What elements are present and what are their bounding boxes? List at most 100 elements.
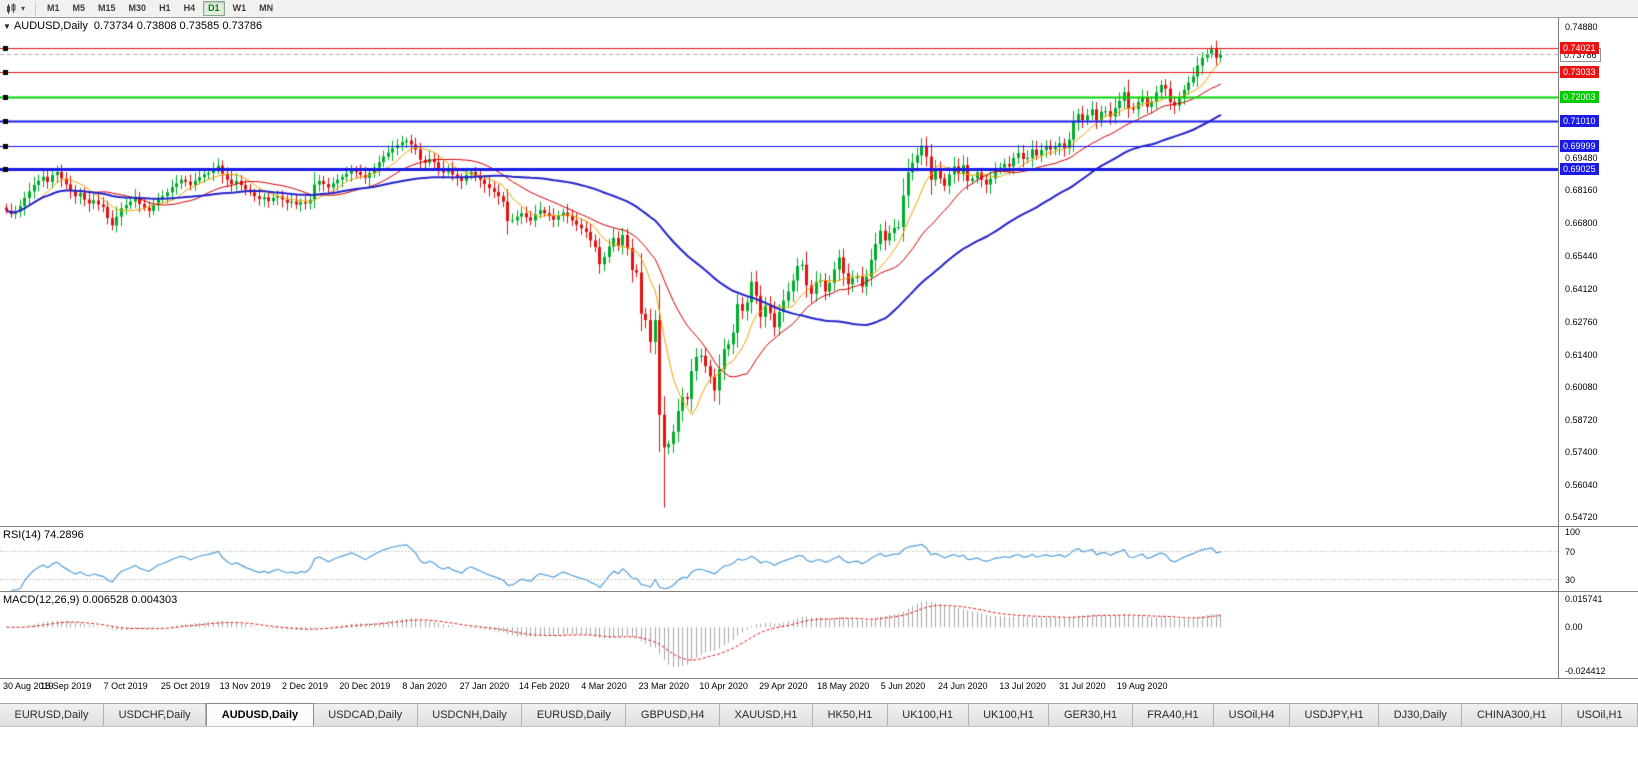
macd-pane: MACD(12,26,9) 0.006528 0.004303 0.015741… — [0, 592, 1638, 678]
window-gap — [0, 695, 1638, 703]
rsi-axis[interactable]: 100 70 30 — [1558, 527, 1638, 591]
chart-tab-hk50-h1[interactable]: HK50,H1 — [813, 704, 888, 726]
price-line-tag: 0.69025 — [1560, 163, 1599, 176]
price-tick: 0.54720 — [1565, 511, 1598, 522]
rsi-axis-tick: 70 — [1565, 547, 1576, 558]
price-tick: 0.61400 — [1565, 349, 1598, 360]
date-axis-label: 10 Apr 2020 — [699, 681, 748, 691]
chart-tab-usdchf-daily[interactable]: USDCHF,Daily — [104, 704, 207, 726]
date-axis-label: 29 Apr 2020 — [759, 681, 808, 691]
chart-tab-dj30-daily[interactable]: DJ30,Daily — [1379, 704, 1463, 726]
price-tick: 0.56040 — [1565, 479, 1598, 490]
chart-tab-eurusd-daily[interactable]: EURUSD,Daily — [0, 704, 105, 726]
date-axis-label: 7 Oct 2019 — [103, 681, 148, 691]
pane-separator — [0, 678, 1638, 679]
rsi-axis-tick: 100 — [1565, 527, 1581, 537]
price-line-tag: 0.72003 — [1560, 91, 1599, 104]
pane-separator[interactable] — [0, 591, 1638, 592]
date-axis-label: 13 Nov 2019 — [219, 681, 271, 691]
rsi-pane: RSI(14) 74.2896 100 70 30 — [0, 527, 1638, 591]
date-axis-label: 25 Oct 2019 — [160, 681, 210, 691]
timeframe-button-w1[interactable]: W1 — [232, 3, 247, 13]
macd-axis-tick: 0.015741 — [1565, 594, 1603, 605]
date-axis-label: 23 Mar 2020 — [638, 681, 690, 691]
price-tick: 0.74880 — [1565, 22, 1598, 33]
chart-tab-fra40-h1[interactable]: FRA40,H1 — [1132, 704, 1215, 726]
date-axis-label: 13 Jul 2020 — [999, 681, 1046, 691]
price-line-tag: 0.71010 — [1560, 115, 1599, 128]
chart-tab-uk100-h1[interactable]: UK100,H1 — [968, 704, 1050, 726]
price-tick: 0.64120 — [1565, 283, 1598, 294]
price-tick: 0.58720 — [1565, 414, 1598, 425]
date-axis-label: 2 Dec 2019 — [281, 681, 329, 691]
date-axis-label: 30 Aug 2019 — [3, 681, 54, 691]
chart-tab-china300-h1[interactable]: CHINA300,H1 — [1462, 704, 1563, 726]
timeframe-button-d1[interactable]: D1 — [203, 1, 225, 16]
chart-tab-gbpusd-h4[interactable]: GBPUSD,H4 — [626, 704, 721, 726]
price-line-tag: 0.74021 — [1560, 42, 1599, 55]
main-price-pane: ▼ AUDUSD,Daily 0.73734 0.73808 0.73585 0.7… — [0, 18, 1638, 526]
mt4-window: ▾ M1 M5 M15 M30 H1 H4 D1 W1 MN ▼ AUDUSD,Daily 0.73… — [0, 0, 1638, 727]
date-axis-label: 31 Jul 2020 — [1059, 681, 1106, 691]
pane-separator[interactable] — [0, 526, 1638, 527]
chart-tab-ger30-h1[interactable]: GER30,H1 — [1049, 704, 1133, 726]
date-axis-label: 27 Jan 2020 — [459, 681, 510, 691]
chart-tab-xauusd-h1[interactable]: XAUUSD,H1 — [720, 704, 814, 726]
chart-title: ▼ AUDUSD,Daily 0.73734 0.73808 0.73585 0.7… — [3, 20, 262, 32]
timeframe-button-h1[interactable]: H1 — [159, 3, 171, 13]
price-tick: 0.66800 — [1565, 218, 1598, 229]
date-axis-label: 24 Jun 2020 — [938, 681, 988, 691]
chart-tab-usdcad-daily[interactable]: USDCAD,Daily — [313, 704, 418, 726]
macd-axis-tick: -0.024412 — [1565, 665, 1606, 676]
timeframe-button-m5[interactable]: M5 — [72, 3, 86, 13]
date-axis-label: 5 Jun 2020 — [880, 681, 926, 691]
rsi-canvas[interactable] — [0, 527, 1558, 591]
timeframe-button-m15[interactable]: M15 — [98, 3, 116, 13]
chart-window: ▼ AUDUSD,Daily 0.73734 0.73808 0.73585 0.7… — [0, 18, 1638, 695]
chart-type-icon[interactable] — [3, 2, 19, 16]
collapse-arrow-icon[interactable]: ▼ — [3, 22, 11, 31]
chart-tab-audusd-daily[interactable]: AUDUSD,Daily — [206, 703, 314, 726]
chart-tab-usoil-h1[interactable]: USOil,H1 — [1562, 704, 1638, 726]
rsi-indicator-label: RSI(14) 74.2896 — [3, 529, 84, 541]
date-axis-label: 8 Jan 2020 — [402, 681, 447, 691]
chart-tab-usoil-h4[interactable]: USOil,H4 — [1214, 704, 1290, 726]
symbol-label: AUDUSD,Daily — [13, 20, 88, 32]
timeframe-buttons: M1 M5 M15 M30 H1 H4 D1 W1 MN — [42, 1, 278, 16]
chart-tab-usdjpy-h1[interactable]: USDJPY,H1 — [1290, 704, 1380, 726]
price-axis[interactable]: 0.74880 0.69480 0.68160 0.66800 0.65440 0.641… — [1558, 18, 1638, 526]
date-axis[interactable]: 30 Aug 2019 18 Sep 2019 7 Oct 2019 25 Oct 2… — [0, 679, 1638, 695]
date-axis-label: 20 Dec 2019 — [339, 681, 391, 691]
timeframe-button-m30[interactable]: M30 — [128, 3, 147, 13]
chart-tab-eurusd-daily[interactable]: EURUSD,Daily — [522, 704, 627, 726]
price-chart-canvas[interactable] — [0, 18, 1558, 526]
price-tick: 0.68160 — [1565, 185, 1598, 196]
rsi-axis-tick: 30 — [1565, 574, 1576, 585]
macd-axis[interactable]: 0.015741 0.00 -0.024412 — [1558, 592, 1638, 678]
price-tick: 0.62760 — [1565, 316, 1598, 327]
price-tick: 0.57400 — [1565, 446, 1598, 457]
price-tick: 0.65440 — [1565, 251, 1598, 262]
date-axis-label: 4 Mar 2020 — [581, 681, 627, 691]
macd-indicator-label: MACD(12,26,9) 0.006528 0.004303 — [3, 594, 178, 606]
timeframe-button-m1[interactable]: M1 — [47, 3, 60, 13]
chart-tab-usdcnh-daily[interactable]: USDCNH,Daily — [417, 704, 523, 726]
timeframe-toolbar: ▾ M1 M5 M15 M30 H1 H4 D1 W1 MN — [0, 0, 1638, 18]
date-axis-label: 19 Aug 2020 — [1116, 681, 1168, 691]
chart-tab-uk100-h1[interactable]: UK100,H1 — [887, 704, 969, 726]
ohlc-values: 0.73734 0.73808 0.73585 0.73786 — [93, 20, 263, 32]
macd-canvas[interactable] — [0, 592, 1558, 678]
date-axis-label: 14 Feb 2020 — [518, 681, 570, 691]
chart-type-dropdown-icon[interactable]: ▾ — [21, 4, 26, 13]
chart-tabs-bar: EURUSD,Daily USDCHF,Daily AUDUSD,Daily USDC… — [0, 703, 1638, 727]
price-tick: 0.69480 — [1565, 153, 1598, 164]
toolbar-separator — [35, 2, 36, 15]
date-axis-label: 18 May 2020 — [817, 681, 870, 691]
price-tick: 0.60080 — [1565, 381, 1598, 392]
timeframe-button-mn[interactable]: MN — [259, 3, 274, 13]
price-line-tag: 0.73033 — [1560, 66, 1599, 79]
timeframe-button-h4[interactable]: H4 — [183, 3, 196, 13]
price-line-tag: 0.69999 — [1560, 139, 1599, 152]
date-axis-label: 18 Sep 2019 — [40, 681, 92, 691]
macd-axis-tick: 0.00 — [1565, 622, 1583, 633]
